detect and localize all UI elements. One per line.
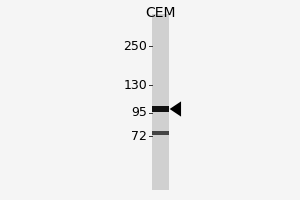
Text: 130: 130 <box>123 79 147 92</box>
Bar <box>152 106 169 112</box>
Bar <box>152 14 169 190</box>
Text: 72: 72 <box>131 130 147 142</box>
Text: CEM: CEM <box>145 6 176 20</box>
Polygon shape <box>170 101 181 117</box>
Bar <box>152 131 169 135</box>
Text: 95: 95 <box>131 106 147 119</box>
Text: 250: 250 <box>123 40 147 52</box>
